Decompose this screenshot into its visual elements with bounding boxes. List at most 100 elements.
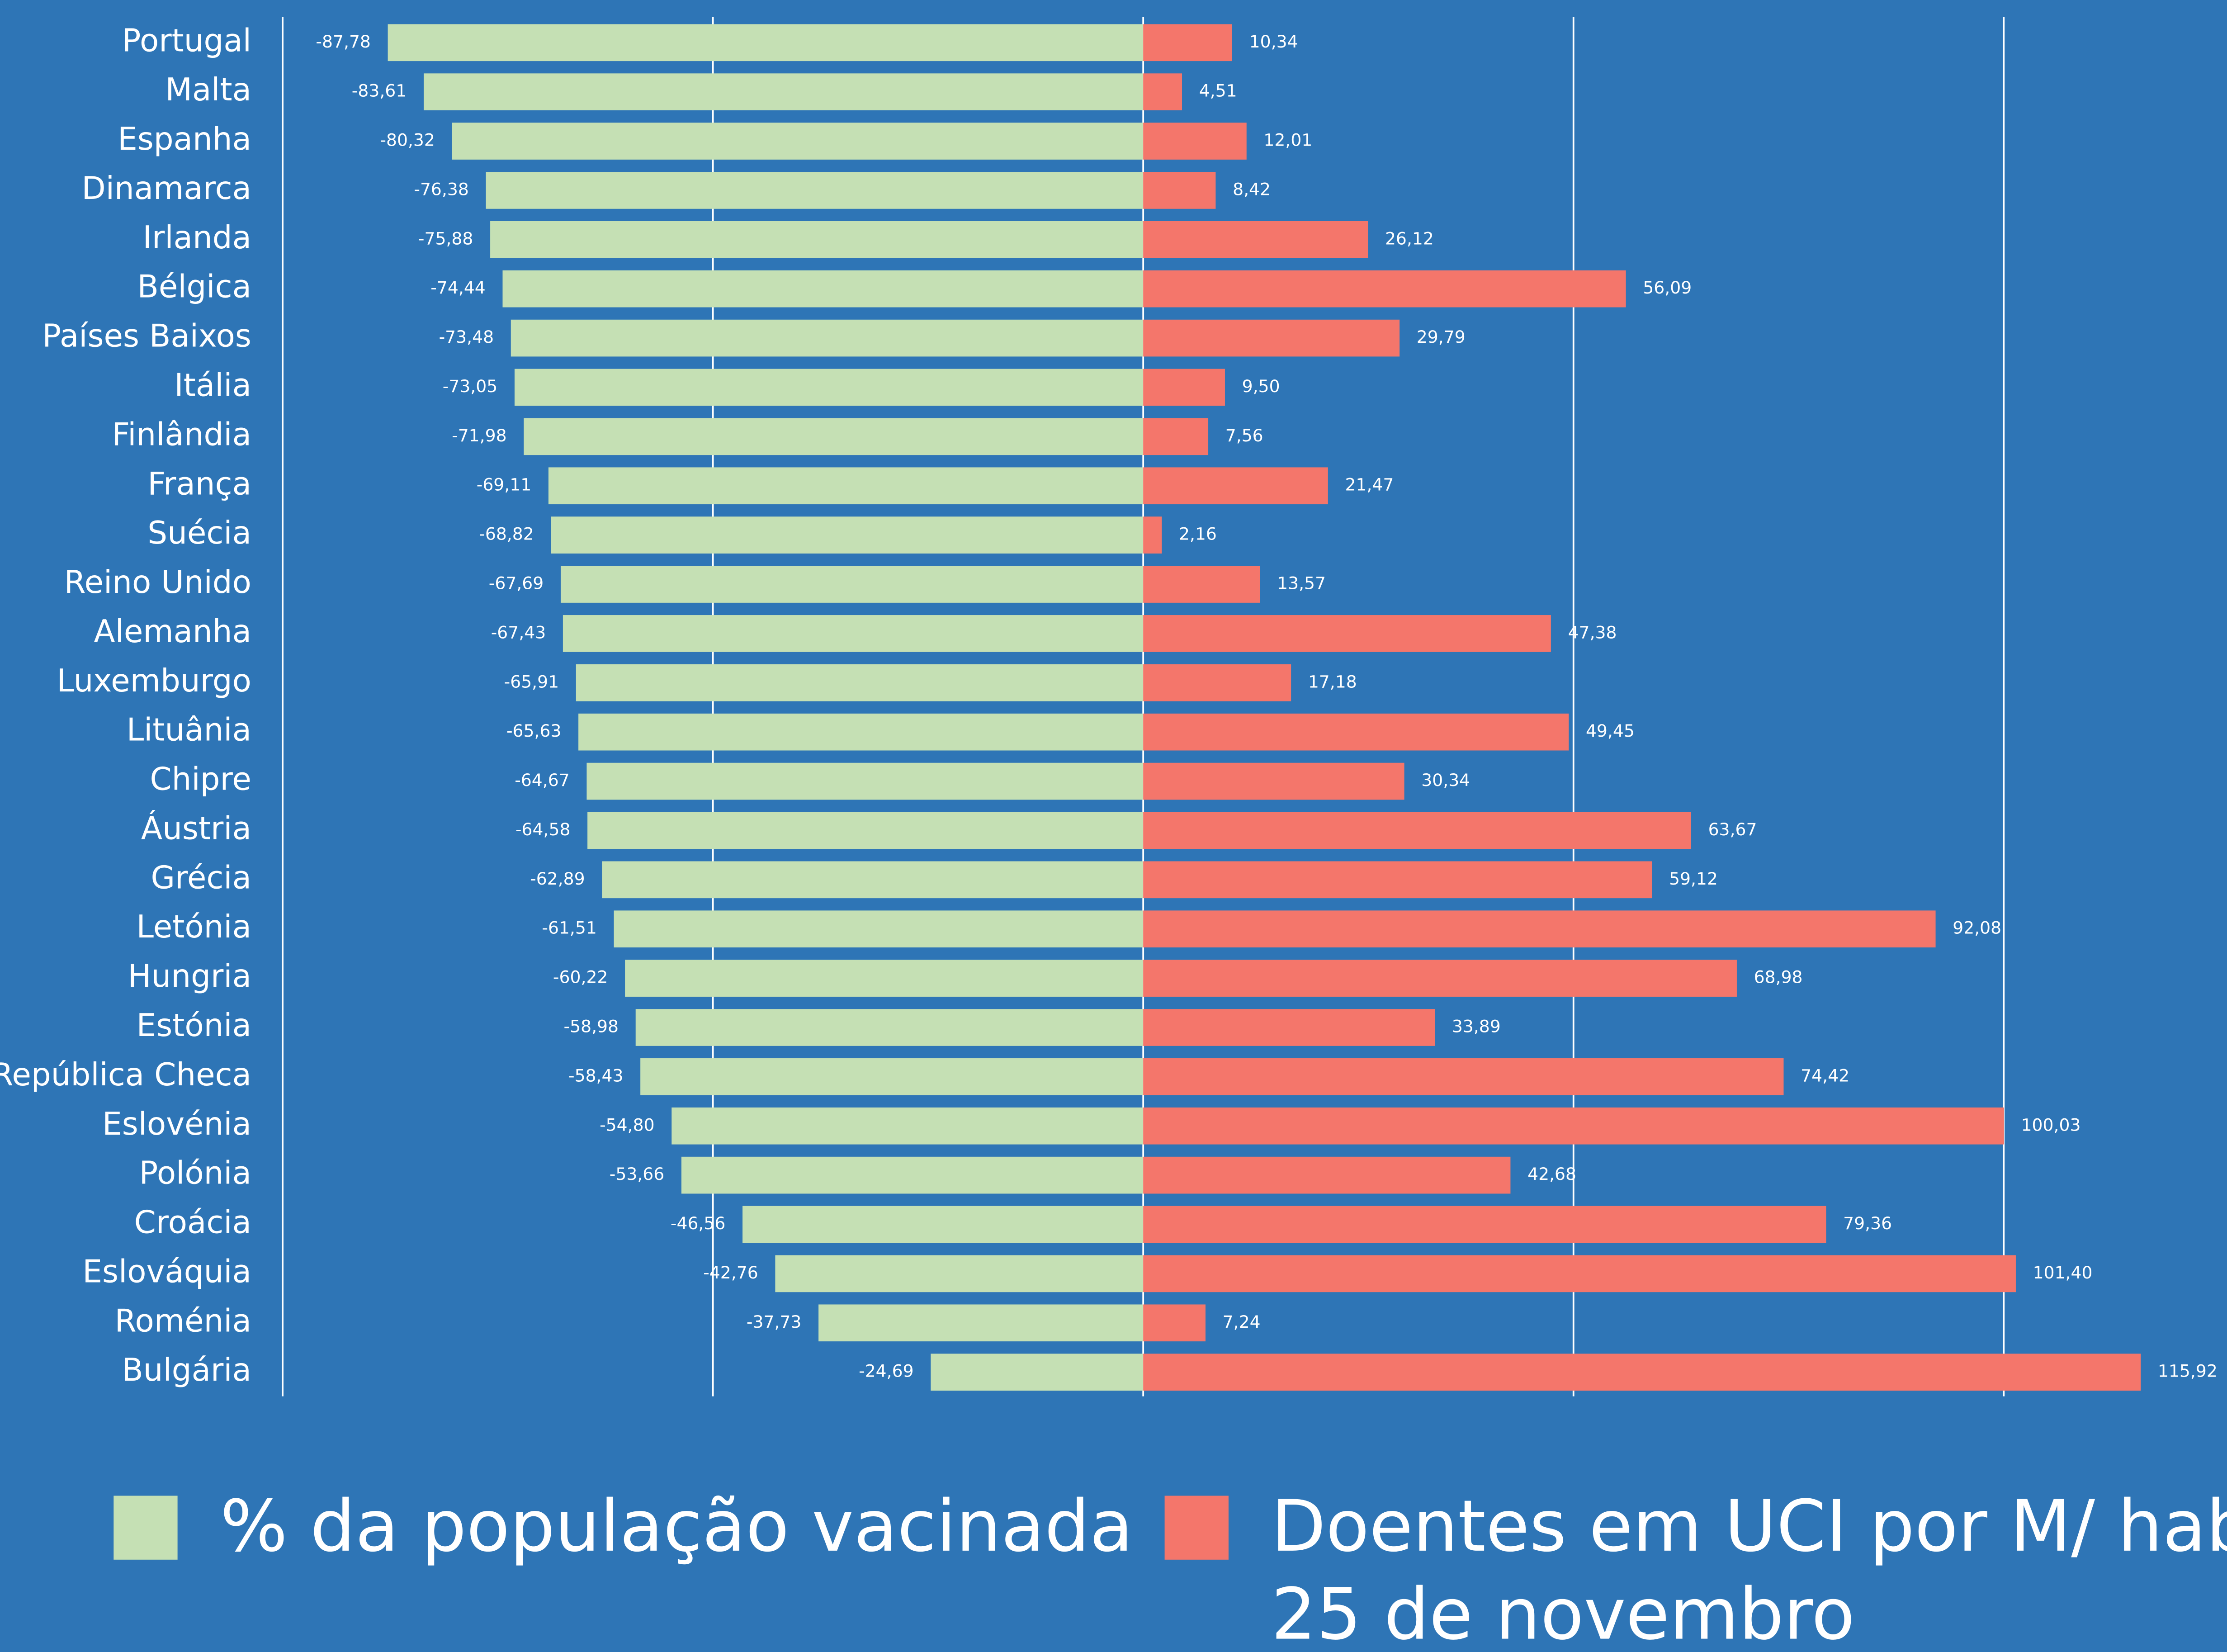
value-label: 4,51 bbox=[1199, 81, 1237, 101]
value-label: 13,57 bbox=[1277, 573, 1326, 593]
value-label: 10,34 bbox=[1249, 32, 1298, 52]
bar bbox=[1143, 1206, 1826, 1243]
value-label: 42,68 bbox=[1527, 1164, 1576, 1184]
bar bbox=[1143, 1009, 1435, 1046]
value-label: -83,61 bbox=[352, 81, 407, 101]
bar bbox=[452, 123, 1144, 160]
value-label: -73,05 bbox=[443, 376, 498, 396]
category-label: Portugal bbox=[122, 23, 251, 59]
bar bbox=[1143, 319, 1400, 357]
category-label: Chipre bbox=[150, 762, 251, 798]
bar bbox=[563, 615, 1144, 652]
bar bbox=[1143, 24, 1232, 62]
value-label: 7,56 bbox=[1225, 426, 1263, 445]
bar bbox=[1143, 467, 1328, 505]
value-label: 74,42 bbox=[1801, 1065, 1849, 1085]
category-label: Finlândia bbox=[112, 417, 251, 453]
value-label: -53,66 bbox=[610, 1164, 665, 1184]
bar bbox=[1143, 1354, 2141, 1391]
bar bbox=[775, 1255, 1144, 1292]
bar bbox=[486, 172, 1144, 209]
bar bbox=[1143, 369, 1225, 406]
value-label: -58,98 bbox=[564, 1016, 619, 1036]
category-label: Bulgária bbox=[122, 1352, 251, 1388]
bar bbox=[586, 762, 1144, 800]
bar bbox=[1143, 1058, 1784, 1095]
bar bbox=[388, 24, 1144, 62]
bar bbox=[1143, 1107, 2004, 1145]
category-label: Alemanha bbox=[94, 614, 251, 650]
value-label: -58,43 bbox=[568, 1065, 624, 1085]
bar bbox=[514, 369, 1144, 406]
bar bbox=[1143, 1255, 2016, 1292]
category-label: Bélgica bbox=[137, 269, 251, 305]
value-label: -67,69 bbox=[489, 573, 544, 593]
category-label: França bbox=[147, 466, 251, 502]
legend-swatch bbox=[113, 1496, 178, 1560]
bar bbox=[578, 713, 1144, 751]
value-label: 30,34 bbox=[1421, 770, 1470, 790]
category-label: Dinamarca bbox=[82, 170, 251, 207]
bar bbox=[502, 270, 1144, 308]
value-label: -87,78 bbox=[316, 32, 370, 52]
value-label: -69,11 bbox=[477, 475, 532, 495]
value-label: -62,89 bbox=[530, 869, 585, 889]
category-label: Croácia bbox=[134, 1205, 251, 1241]
value-label: 47,38 bbox=[1568, 622, 1617, 642]
bar bbox=[1143, 910, 1936, 948]
bar bbox=[511, 319, 1144, 357]
category-label: Espanha bbox=[118, 121, 251, 157]
bar bbox=[635, 1009, 1144, 1046]
value-label: 2,16 bbox=[1179, 524, 1217, 544]
value-label: -54,80 bbox=[600, 1115, 655, 1135]
value-label: 21,47 bbox=[1345, 475, 1394, 495]
category-label: Suécia bbox=[147, 515, 251, 551]
value-label: 8,42 bbox=[1233, 179, 1271, 199]
value-label: 56,09 bbox=[1643, 278, 1692, 298]
bar bbox=[1143, 566, 1260, 603]
value-label: 101,40 bbox=[2033, 1263, 2093, 1283]
bar bbox=[625, 960, 1144, 997]
value-label: -64,58 bbox=[515, 819, 571, 839]
value-label: -64,67 bbox=[515, 770, 570, 790]
bar bbox=[1143, 123, 1247, 160]
category-label: Grécia bbox=[151, 860, 251, 896]
bar bbox=[1143, 1304, 1206, 1342]
bar bbox=[1143, 73, 1182, 110]
bar bbox=[614, 910, 1144, 948]
bar bbox=[548, 467, 1144, 505]
bar bbox=[742, 1206, 1144, 1243]
value-label: 63,67 bbox=[1708, 819, 1757, 839]
category-label: Eslováquia bbox=[82, 1254, 251, 1290]
value-label: -76,38 bbox=[414, 179, 469, 199]
value-label: 68,98 bbox=[1754, 967, 1803, 987]
category-label: Reino Unido bbox=[64, 564, 251, 601]
bar bbox=[1143, 762, 1404, 800]
bar bbox=[560, 566, 1144, 603]
legend-label: % da população vacinada bbox=[220, 1485, 1133, 1568]
bar bbox=[1143, 664, 1291, 701]
bar bbox=[1143, 615, 1551, 652]
value-label: -37,73 bbox=[747, 1312, 801, 1332]
bar bbox=[1143, 861, 1652, 899]
category-label: Malta bbox=[165, 72, 251, 108]
bar bbox=[1143, 812, 1691, 849]
category-label: República Checa bbox=[0, 1057, 251, 1093]
value-label: 7,24 bbox=[1223, 1312, 1261, 1332]
category-label: Estónia bbox=[137, 1008, 251, 1044]
value-label: -24,69 bbox=[859, 1361, 914, 1381]
bar bbox=[931, 1354, 1144, 1391]
bar bbox=[524, 418, 1144, 455]
value-label: -80,32 bbox=[380, 130, 435, 150]
category-label: Hungria bbox=[128, 958, 251, 994]
value-label: 49,45 bbox=[1586, 721, 1635, 741]
value-label: -65,63 bbox=[506, 721, 562, 741]
value-label: 26,12 bbox=[1385, 228, 1434, 248]
category-label: Polónia bbox=[139, 1155, 251, 1192]
legend-note: 25 de novembro bbox=[1271, 1573, 1855, 1652]
value-label: -68,82 bbox=[479, 524, 534, 544]
category-label: Irlanda bbox=[143, 220, 251, 256]
bar bbox=[681, 1156, 1144, 1194]
